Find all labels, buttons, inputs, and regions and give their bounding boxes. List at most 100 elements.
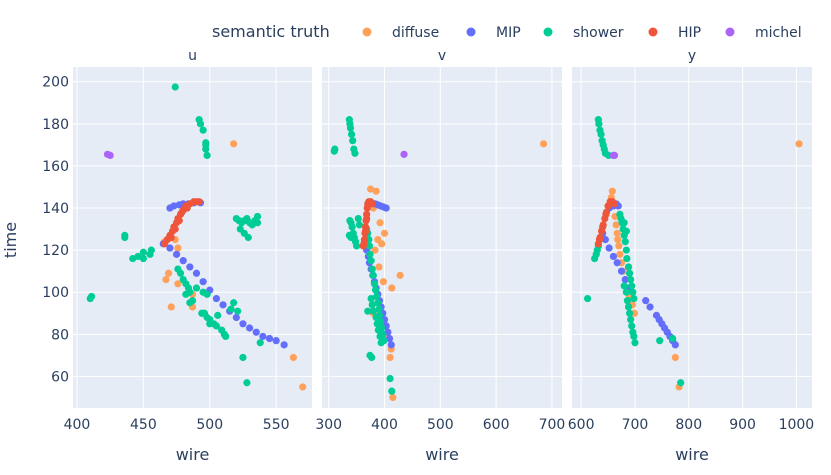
point-diffuse: [375, 263, 383, 271]
legend-marker: [725, 27, 735, 37]
point-shower: [366, 250, 374, 258]
y-tick-label: 120: [42, 243, 69, 259]
x-tick-label: 300: [315, 417, 342, 433]
x-axis-label: wire: [176, 445, 210, 464]
y-axis-label: time: [1, 222, 20, 258]
point-MIP: [621, 275, 629, 284]
point-shower: [121, 233, 129, 242]
point-shower: [625, 269, 634, 277]
point-MIP: [252, 328, 260, 336]
point-diffuse: [615, 242, 623, 250]
point-diffuse: [608, 187, 616, 195]
panels-layer: 400 450 500 5506080100120140160180200uwire3…: [42, 48, 814, 464]
x-tick-label: 400: [371, 417, 398, 433]
x-tick-label: 700: [622, 417, 649, 433]
legend-marker: [648, 27, 658, 37]
point-shower: [677, 379, 685, 387]
point-shower: [199, 126, 207, 134]
point-shower: [622, 288, 630, 296]
point-shower: [346, 124, 355, 132]
point-shower: [86, 294, 94, 303]
plot-area-v: [322, 67, 562, 408]
y-tick-label: 160: [42, 159, 69, 175]
panel-title: u: [188, 48, 197, 64]
legend-items: diffuse MIP shower HIP michel: [362, 25, 802, 41]
point-HIP: [361, 227, 370, 235]
y-tick-label: 180: [42, 117, 69, 133]
point-MIP: [642, 297, 650, 305]
point-shower: [375, 305, 383, 313]
point-HIP: [360, 240, 368, 248]
legend-label: HIP: [678, 25, 701, 41]
point-MIP: [219, 301, 227, 309]
point-shower: [139, 248, 147, 256]
point-MIP: [212, 294, 220, 303]
point-diffuse: [174, 280, 182, 288]
point-MIP: [646, 303, 654, 311]
point-HIP: [602, 210, 610, 218]
point-MIP: [239, 320, 247, 328]
point-MIP: [172, 250, 181, 258]
x-tick-label: 500: [196, 417, 223, 433]
point-shower: [206, 320, 214, 328]
x-tick-label: 400: [64, 417, 91, 433]
point-shower: [374, 299, 382, 307]
legend-item-HIP[interactable]: HIP: [648, 25, 702, 41]
point-MIP: [382, 204, 390, 212]
legend-label: MIP: [496, 25, 521, 41]
point-MIP: [671, 341, 679, 349]
point-MIP: [245, 324, 254, 332]
point-diffuse: [386, 353, 394, 362]
point-shower: [347, 233, 355, 242]
point-shower: [348, 223, 356, 231]
point-shower: [203, 290, 211, 298]
point-shower: [623, 254, 631, 263]
point-shower: [244, 233, 252, 242]
point-MIP: [605, 244, 613, 252]
point-shower: [147, 246, 155, 254]
point-HIP: [599, 223, 607, 231]
point-shower: [367, 257, 375, 265]
point-michel: [106, 151, 114, 160]
legend: semantic truth diffuse MIP shower HIP michel: [212, 22, 802, 41]
point-diffuse: [162, 275, 170, 284]
legend-label: shower: [573, 25, 624, 41]
point-shower: [243, 379, 251, 387]
point-MIP: [179, 257, 187, 265]
point-HIP: [175, 217, 183, 225]
point-shower: [203, 313, 211, 322]
point-shower: [371, 286, 380, 294]
legend-item-diffuse[interactable]: diffuse: [362, 25, 440, 41]
point-shower: [625, 309, 634, 317]
point-MIP: [609, 252, 618, 261]
point-shower: [139, 254, 147, 263]
point-shower: [369, 307, 377, 315]
x-tick-label: 700: [539, 417, 566, 433]
point-shower: [253, 212, 262, 221]
point-shower: [622, 227, 630, 235]
legend-item-shower[interactable]: shower: [543, 25, 624, 41]
point-HIP: [363, 214, 371, 223]
point-diffuse: [230, 140, 238, 148]
point-HIP: [368, 200, 376, 208]
point-shower: [624, 303, 633, 311]
point-diffuse: [371, 246, 379, 254]
panel-title: v: [438, 48, 446, 64]
legend-item-michel[interactable]: michel: [725, 25, 802, 41]
point-MIP: [272, 337, 280, 345]
legend-item-MIP[interactable]: MIP: [466, 25, 521, 41]
point-shower: [669, 334, 677, 343]
point-diffuse: [612, 221, 620, 229]
x-tick-label: 800: [675, 417, 702, 433]
x-tick-label: 500: [427, 417, 454, 433]
point-HIP: [178, 208, 186, 216]
point-shower: [386, 374, 394, 383]
point-HIP: [167, 233, 175, 242]
point-shower: [597, 130, 605, 138]
point-shower: [186, 288, 194, 296]
point-diffuse: [299, 383, 307, 391]
legend-marker: [362, 27, 372, 37]
point-shower: [620, 219, 628, 227]
point-shower: [355, 221, 363, 229]
